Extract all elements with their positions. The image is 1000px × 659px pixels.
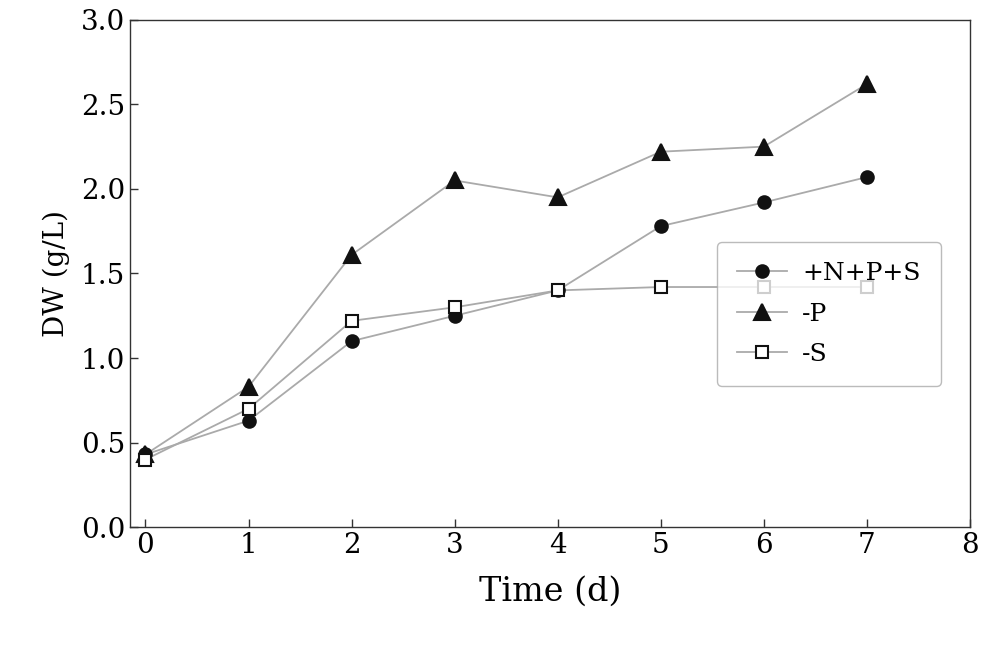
- Line: -S: -S: [139, 281, 873, 466]
- +N+P+S: [449, 312, 461, 320]
- +N+P+S: [655, 222, 667, 230]
- X-axis label: Time (d): Time (d): [479, 576, 621, 608]
- Legend: +N+P+S, -P, -S: +N+P+S, -P, -S: [717, 242, 941, 386]
- -S: [655, 283, 667, 291]
- +N+P+S: [346, 337, 358, 345]
- +N+P+S: [139, 451, 151, 459]
- -S: [552, 287, 564, 295]
- -S: [861, 283, 873, 291]
- Line: -P: -P: [138, 76, 875, 462]
- -S: [346, 317, 358, 325]
- -P: [655, 148, 667, 156]
- Line: +N+P+S: +N+P+S: [139, 171, 873, 461]
- -S: [449, 303, 461, 311]
- Y-axis label: DW (g/L): DW (g/L): [42, 210, 70, 337]
- -P: [346, 251, 358, 259]
- +N+P+S: [243, 416, 255, 424]
- -P: [758, 142, 770, 150]
- +N+P+S: [861, 173, 873, 181]
- -S: [139, 455, 151, 463]
- -P: [861, 80, 873, 88]
- -P: [139, 451, 151, 459]
- -S: [758, 283, 770, 291]
- +N+P+S: [552, 287, 564, 295]
- -P: [243, 383, 255, 391]
- +N+P+S: [758, 198, 770, 206]
- -P: [552, 194, 564, 202]
- -P: [449, 177, 461, 185]
- -S: [243, 405, 255, 413]
